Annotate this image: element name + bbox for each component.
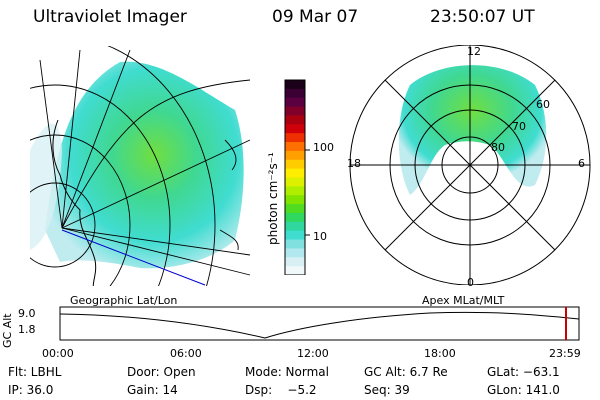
mlat-label-70: 70 — [512, 120, 526, 133]
polar-image — [349, 45, 591, 285]
colorbar-segment — [285, 115, 305, 125]
colorbar-segment — [285, 97, 305, 108]
colorbar-segment — [285, 186, 305, 196]
time-tick-1800: 18:00 — [424, 347, 456, 360]
instrument-title: Ultraviolet Imager — [33, 7, 187, 27]
colorbar-tick-10: 10 — [313, 230, 327, 243]
coastline — [52, 119, 97, 286]
glat-info: GLat: −63.1 — [487, 365, 560, 379]
colorbar-segment — [285, 230, 305, 241]
altitude-ylabel-top: 9.0 — [18, 307, 36, 320]
right-panel-label: Apex MLat/MLT — [422, 294, 505, 307]
altitude-plot — [59, 306, 580, 341]
time-tick-0000: 00:00 — [42, 347, 74, 360]
colorbar-segment — [285, 212, 305, 223]
time-tick-1200: 12:00 — [297, 347, 329, 360]
time-label: 23:50:07 UT — [430, 7, 535, 27]
colorbar-segment — [285, 133, 305, 143]
mlt-label-left: 18 — [347, 157, 361, 170]
polar-grid — [349, 45, 591, 285]
time-tick-0600: 06:00 — [170, 347, 202, 360]
colorbar-segment — [285, 88, 305, 99]
colorbar-tick-100: 100 — [313, 141, 334, 154]
auroral-emission-region — [45, 61, 244, 269]
date-label: 09 Mar 07 — [272, 7, 359, 27]
glon-info: GLon: 141.0 — [487, 383, 560, 397]
colorbar-segment — [285, 150, 305, 161]
colorbar-segment — [285, 257, 305, 267]
filter-info: Flt: LBHL — [8, 365, 62, 379]
dsp-info: Dsp: −5.2 — [245, 383, 317, 397]
colorbar-segment — [285, 195, 305, 205]
gc-alt-info: GC Alt: 6.7 Re — [364, 365, 448, 379]
left-panel-label: Geographic Lat/Lon — [70, 294, 178, 307]
mode-info: Mode: Normal — [245, 365, 329, 379]
ip-info: IP: 36.0 — [8, 383, 54, 397]
polar-emission-region — [398, 65, 547, 196]
colorbar-segment — [285, 106, 305, 116]
colorbar-segment — [285, 204, 305, 214]
colorbar-segment — [285, 248, 305, 258]
colorbar-segment — [285, 221, 305, 232]
colorbar — [284, 79, 310, 275]
colorbar-segment — [285, 80, 305, 90]
mlat-label-80: 80 — [491, 141, 505, 154]
colorbar-segment — [285, 266, 305, 275]
gain-info: Gain: 14 — [127, 383, 178, 397]
colorbar-segment — [285, 159, 305, 170]
colorbar-segment — [285, 239, 305, 249]
altitude-ylabel-bottom: 1.8 — [18, 323, 36, 336]
altitude-curve — [59, 311, 580, 339]
door-info: Door: Open — [127, 365, 196, 379]
mlt-label-bottom: 0 — [467, 276, 474, 289]
geographic-grid — [30, 46, 251, 286]
geographic-image — [30, 46, 251, 286]
time-tick-2359: 23:59 — [549, 347, 581, 360]
altitude-axis-label: GC Alt — [1, 313, 14, 348]
colorbar-segment — [285, 177, 305, 187]
colorbar-unit-label: photon cm⁻²s⁻¹ — [266, 152, 280, 245]
dayside-terminator — [61, 229, 206, 286]
seq-info: Seq: 39 — [364, 383, 410, 397]
colorbar-segment — [285, 168, 305, 178]
mlt-label-right: 6 — [578, 157, 585, 170]
mlt-label-top: 12 — [467, 45, 481, 58]
mlat-label-60: 60 — [536, 98, 550, 111]
colorbar-segment — [285, 142, 305, 152]
colorbar-segment — [285, 124, 305, 134]
